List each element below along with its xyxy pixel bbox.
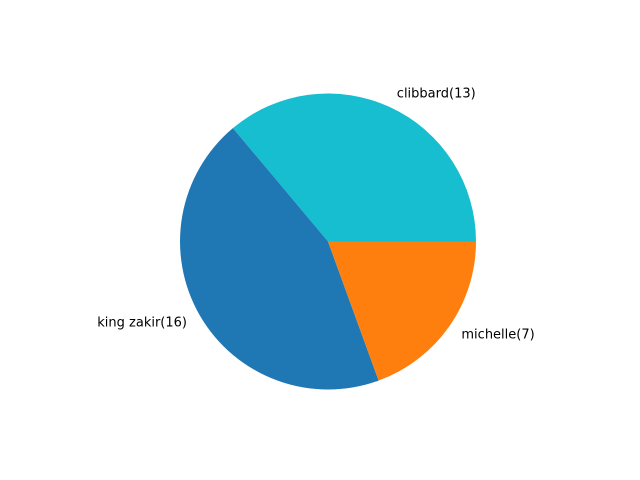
pie-label-michelle: michelle(7)	[461, 327, 534, 342]
pie-label-king-zakir: king zakir(16)	[97, 315, 187, 330]
pie-slices	[180, 93, 476, 390]
pie-labels: clibbard(13) king zakir(16) michelle(7)	[97, 87, 534, 343]
pie-label-clibbard: clibbard(13)	[397, 87, 476, 102]
pie-slice-clibbard	[232, 93, 476, 242]
pie-slice-michelle	[328, 241, 476, 381]
pie-slice-king-zakir	[180, 128, 379, 390]
